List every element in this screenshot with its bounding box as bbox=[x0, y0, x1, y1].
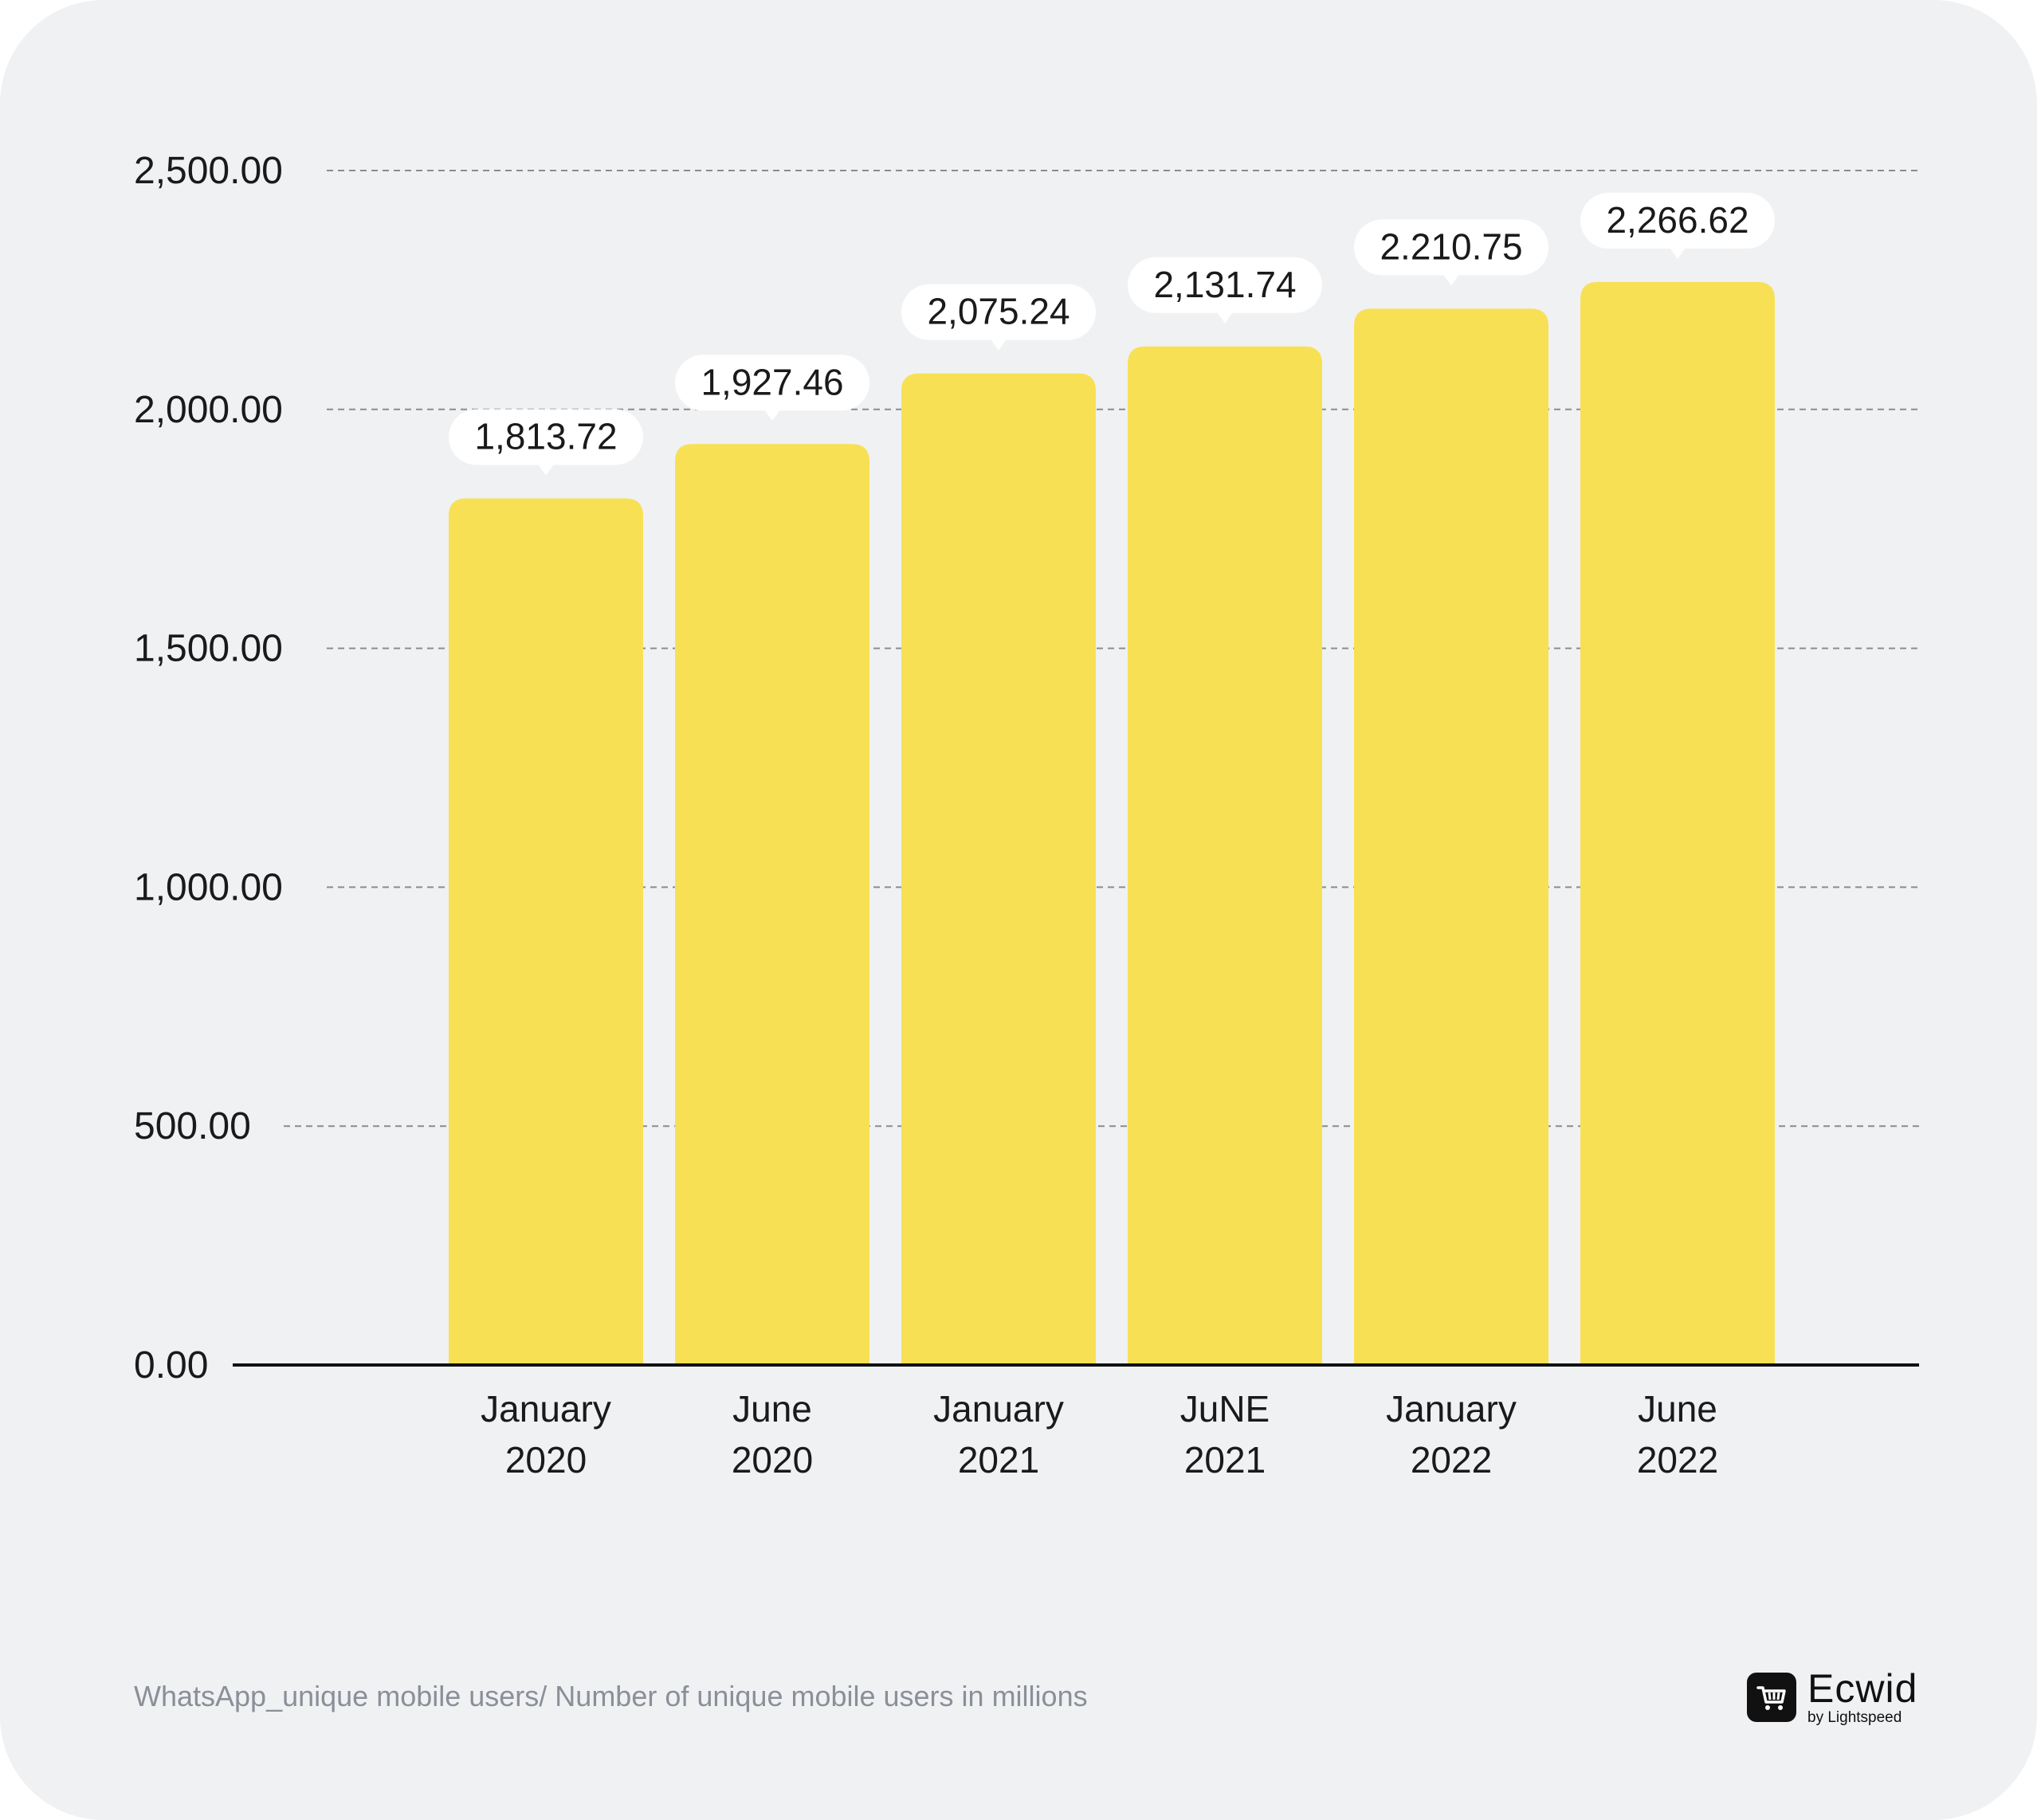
y-tick-label: 1,500.00 bbox=[134, 628, 283, 670]
logo-subtitle: by Lightspeed bbox=[1807, 1709, 1902, 1726]
data-label-text: 2.210.75 bbox=[1380, 226, 1522, 267]
data-label-pointer bbox=[1217, 312, 1233, 324]
bar bbox=[1580, 281, 1775, 1365]
data-label-bubble bbox=[1354, 219, 1548, 276]
x-axis-category-labels: January 2020 June 2020 January 2021 JuNE 2021 Ja… bbox=[481, 1388, 1718, 1481]
data-label-bubble bbox=[449, 409, 643, 465]
data-label-pointer bbox=[764, 410, 780, 422]
data-label-bubble bbox=[1580, 192, 1775, 249]
x-category-label: 2022 bbox=[1637, 1439, 1718, 1481]
y-tick-label: 0.00 bbox=[134, 1344, 208, 1387]
data-label-pointer bbox=[1670, 247, 1686, 259]
data-labels: 1,813.72 1,927.46 2,075.24 2,131.74 2.210.75… bbox=[449, 192, 1775, 476]
data-label-bubble bbox=[1128, 257, 1322, 313]
y-axis-tick-labels: 0.00 500.00 1,000.00 1,500.00 2,000.00 2,500.… bbox=[134, 150, 283, 1387]
y-tick-label: 2,000.00 bbox=[134, 389, 283, 431]
data-label: 2,075.24 bbox=[901, 284, 1096, 351]
bars bbox=[449, 281, 1775, 1366]
logo-name: Ecwid bbox=[1807, 1666, 1918, 1711]
data-label: 1,813.72 bbox=[449, 409, 643, 476]
bar bbox=[901, 373, 1096, 1366]
x-category-label: June bbox=[732, 1388, 812, 1430]
chart-caption: WhatsApp_unique mobile users/ Number of … bbox=[134, 1680, 1088, 1712]
data-label-text: 2,075.24 bbox=[927, 291, 1070, 332]
data-label: 2.210.75 bbox=[1354, 219, 1548, 286]
data-label-pointer bbox=[991, 339, 1007, 351]
x-category-label: January bbox=[933, 1388, 1064, 1430]
bar bbox=[675, 444, 869, 1366]
x-category-label: 2022 bbox=[1411, 1439, 1492, 1481]
bar bbox=[449, 498, 643, 1366]
data-label-bubble bbox=[675, 355, 869, 411]
data-label-pointer bbox=[538, 464, 554, 476]
x-category-label: 2021 bbox=[1184, 1439, 1266, 1481]
data-label-text: 1,813.72 bbox=[474, 415, 617, 457]
y-tick-label: 2,500.00 bbox=[134, 150, 283, 192]
data-label: 1,927.46 bbox=[675, 355, 869, 422]
data-label-text: 1,927.46 bbox=[701, 361, 843, 402]
data-label: 2,131.74 bbox=[1128, 257, 1322, 324]
y-tick-label: 500.00 bbox=[134, 1105, 251, 1147]
shopping-cart-icon bbox=[1747, 1672, 1796, 1722]
x-category-label: January bbox=[481, 1388, 611, 1430]
y-tick-label: 1,000.00 bbox=[134, 866, 283, 908]
bar bbox=[1354, 308, 1548, 1365]
x-category-label: June bbox=[1638, 1388, 1717, 1430]
data-label-text: 2,131.74 bbox=[1153, 264, 1296, 305]
x-category-label: 2020 bbox=[732, 1439, 813, 1481]
x-category-label: 2021 bbox=[958, 1439, 1039, 1481]
x-category-label: January bbox=[1386, 1388, 1517, 1430]
x-category-label: JuNE bbox=[1180, 1388, 1270, 1430]
data-label-bubble bbox=[901, 284, 1096, 340]
bar bbox=[1128, 346, 1322, 1365]
brand-logo: Ecwid by Lightspeed bbox=[1747, 1669, 1917, 1725]
data-label-text: 2,266.62 bbox=[1606, 199, 1749, 241]
data-label: 2,266.62 bbox=[1580, 192, 1775, 259]
data-label-pointer bbox=[1443, 274, 1459, 286]
x-category-label: 2020 bbox=[505, 1439, 587, 1481]
